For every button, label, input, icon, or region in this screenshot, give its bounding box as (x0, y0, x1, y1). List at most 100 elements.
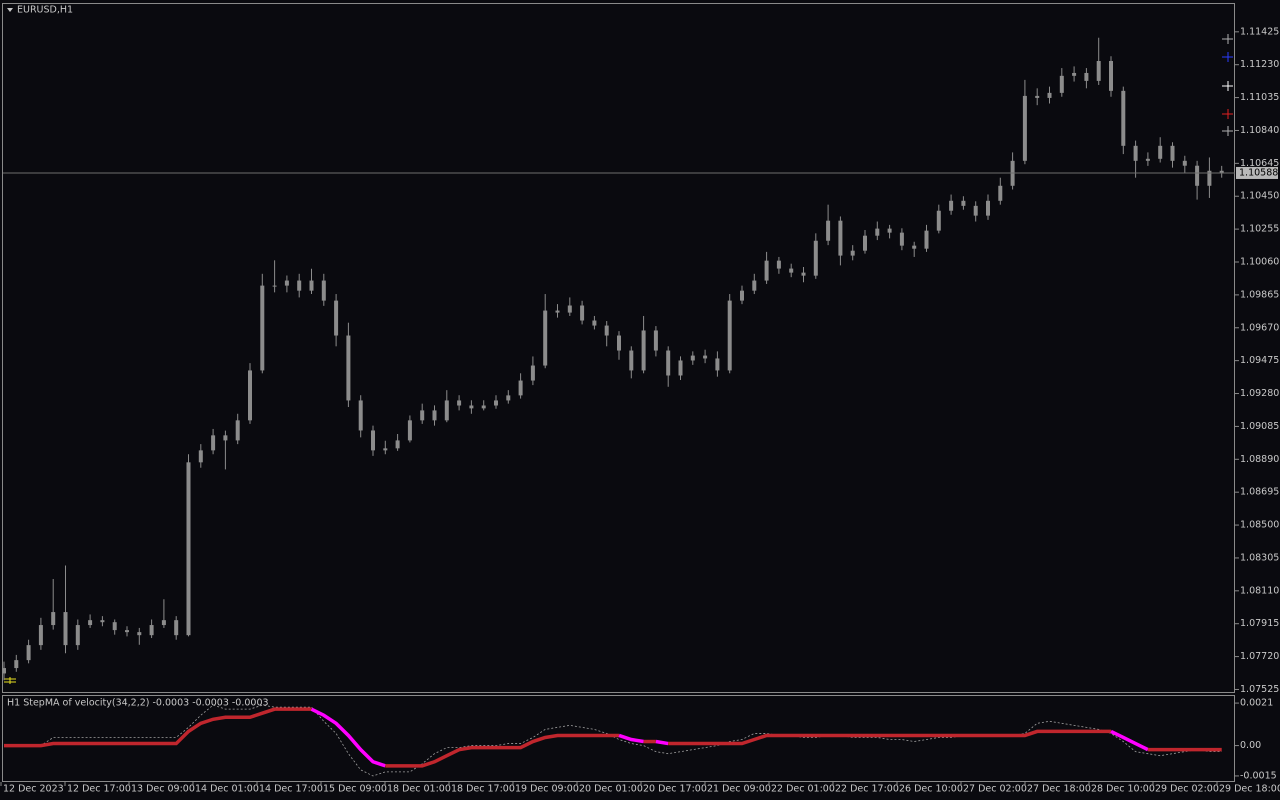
x-tick-label: 26 Dec 10:00 (899, 784, 963, 795)
candle-body (407, 420, 412, 441)
stepma-line (4, 707, 312, 748)
y-tick-label: 1.07915 (1240, 618, 1279, 629)
candle-body (518, 380, 523, 396)
candle-body (161, 620, 166, 626)
x-tick-label: 14 Dec 01:00 (195, 784, 259, 795)
stepma-line (668, 729, 1111, 746)
candle-body (776, 260, 781, 269)
candle-body (530, 365, 535, 381)
marker (1222, 52, 1233, 62)
x-tick-label: 13 Dec 09:00 (131, 784, 195, 795)
x-tick-label: 20 Dec 01:00 (579, 784, 643, 795)
x-tick-label: 22 Dec 01:00 (771, 784, 835, 795)
x-tick-label: 29 Dec 18:00 (1219, 784, 1280, 795)
x-tick-label: 14 Dec 17:00 (259, 784, 323, 795)
candle-body (715, 358, 720, 371)
candle-body (567, 305, 572, 313)
candle-body (457, 400, 462, 406)
last-price-label: 1.10588 (1239, 167, 1278, 178)
candle-body (727, 300, 732, 371)
marker (1222, 81, 1233, 91)
candle-body (1022, 95, 1027, 161)
candle-body (1145, 158, 1150, 161)
candle-body (801, 272, 806, 276)
candle-body (641, 330, 646, 371)
y-tick-label: 1.10060 (1240, 257, 1279, 268)
y-tick-label: 0.0021 (1240, 698, 1273, 709)
y-tick-label: 1.09670 (1240, 322, 1279, 333)
candle-body (986, 200, 990, 216)
candle-body (137, 632, 142, 636)
x-tick-label: 18 Dec 17:00 (451, 784, 515, 795)
candle-body (887, 228, 892, 233)
y-tick-label: 1.09085 (1240, 421, 1279, 432)
candle-body (14, 660, 19, 669)
y-tick-label: 1.08890 (1240, 454, 1279, 465)
candle-body (469, 405, 474, 409)
candle-body (998, 185, 1003, 201)
stepma-line (385, 733, 619, 768)
candle-body (580, 305, 585, 321)
candle-body (211, 435, 216, 451)
candle-body (1084, 72, 1089, 81)
y-tick-label: 1.11035 (1240, 92, 1279, 103)
candle-body (543, 310, 548, 366)
trade-markers (4, 34, 1233, 684)
candle-body (444, 400, 449, 421)
x-tick-label: 29 Dec 02:00 (1155, 784, 1219, 795)
stepma-line (655, 739, 669, 746)
candle-body (420, 410, 425, 421)
candle-body (1195, 165, 1200, 186)
candle-body (186, 462, 191, 636)
candle-body (51, 612, 56, 626)
y-tick-label: 1.07720 (1240, 651, 1279, 662)
symbol-menu-arrow[interactable] (7, 8, 13, 12)
candle-body (321, 280, 326, 301)
candle-body (309, 280, 314, 291)
one-click-icon[interactable] (4, 677, 16, 684)
candle-body (149, 625, 154, 636)
main-panel-border (2, 3, 1235, 693)
y-tick-label: 1.11230 (1240, 59, 1279, 70)
candle-body (272, 285, 277, 287)
candle-body (764, 260, 769, 281)
candle-body (223, 435, 228, 441)
y-tick-label: 1.10840 (1240, 125, 1279, 136)
stepma-line (310, 707, 386, 768)
candle-body (863, 235, 867, 251)
symbol-title[interactable]: EURUSD,H1 (17, 5, 73, 16)
candle-body (1072, 72, 1077, 76)
candle-body (235, 420, 240, 441)
x-tick-label: 12 Dec 2023 (3, 784, 64, 795)
candle-body (936, 210, 941, 231)
candle-body (395, 440, 400, 449)
candle-body (973, 205, 978, 216)
candle-body (125, 630, 129, 633)
candle-body (899, 232, 904, 246)
candle-body (1158, 145, 1163, 159)
y-tick-label: 1.10645 (1240, 158, 1279, 169)
candle-body (1219, 170, 1224, 173)
candle-body (481, 405, 486, 409)
y-tick-label: 1.09475 (1240, 355, 1279, 366)
candle-body (703, 355, 708, 359)
candle-body (740, 290, 744, 301)
candle-body (1035, 95, 1040, 98)
candle-body (1059, 75, 1064, 93)
candle-body (248, 370, 252, 421)
candle-body (2, 668, 6, 674)
candle-body (112, 622, 117, 631)
candle-body (555, 310, 560, 313)
marker (1222, 109, 1233, 119)
x-tick-label: 21 Dec 09:00 (707, 784, 771, 795)
candle-body (100, 620, 105, 623)
candle-body (912, 245, 917, 249)
candle-body (949, 200, 954, 211)
candle-body (1109, 60, 1113, 91)
candle-body (850, 250, 855, 256)
candle-body (198, 450, 203, 463)
x-tick-label: 19 Dec 09:00 (515, 784, 579, 795)
candle-body (678, 360, 683, 376)
